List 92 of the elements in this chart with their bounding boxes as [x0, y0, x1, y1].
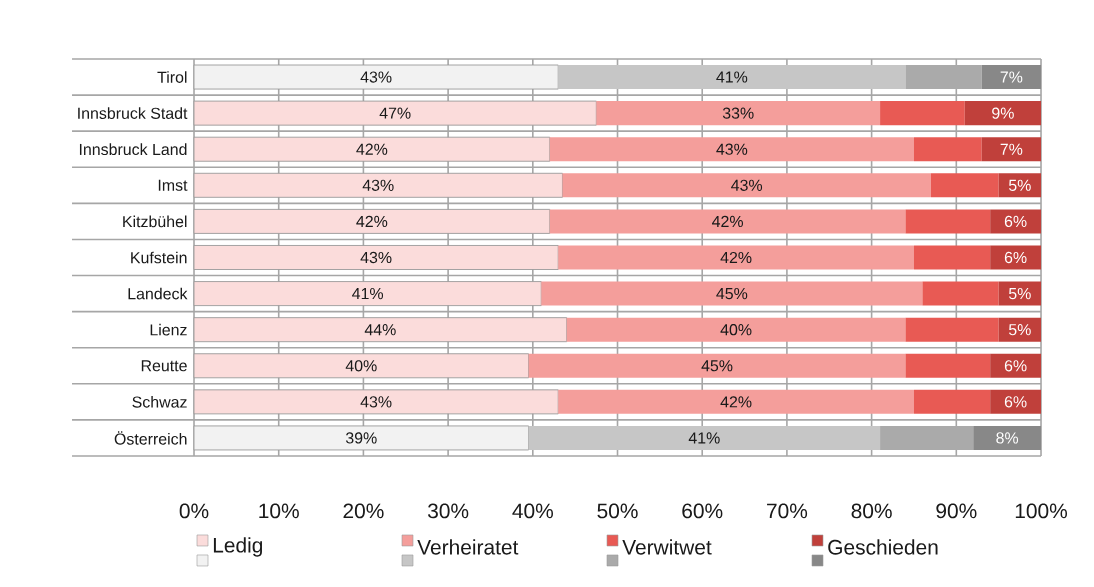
y-tick-label: Innsbruck Land: [79, 143, 187, 156]
bar: [990, 389, 1042, 414]
data-label: 43%: [731, 179, 763, 191]
data-label: 40%: [345, 360, 377, 372]
data-label: 9%: [992, 107, 1014, 119]
bar: [528, 425, 881, 450]
bar: [880, 101, 965, 126]
x-tick-label: 0%: [179, 503, 209, 519]
bar: [905, 353, 991, 378]
bar: [541, 281, 923, 306]
y-tick-label: Lienz: [150, 323, 187, 336]
x-tick-label: 60%: [682, 503, 723, 519]
bar: [998, 173, 1042, 198]
data-label: 43%: [362, 179, 394, 191]
data-label: 7%: [1000, 71, 1023, 83]
bar: [905, 65, 982, 90]
data-label: 41%: [688, 432, 720, 444]
x-tick-label: 100%: [1015, 503, 1068, 519]
data-label: 6%: [1004, 360, 1027, 372]
data-label: 5%: [1008, 324, 1031, 336]
x-tick-label: 70%: [767, 503, 808, 519]
bar: [981, 65, 1042, 90]
legend-label: Verwitwet: [622, 539, 712, 555]
y-tick-label: Tirol: [157, 71, 187, 83]
data-label: 7%: [1000, 143, 1023, 155]
bar: [913, 389, 991, 414]
data-label: 45%: [701, 360, 733, 372]
bar: [998, 317, 1042, 342]
data-label: 5%: [1008, 287, 1031, 300]
data-label: 42%: [712, 215, 743, 228]
data-label: 41%: [352, 288, 384, 300]
data-label: 42%: [356, 143, 388, 155]
data-label: 6%: [1004, 396, 1027, 408]
bar: [913, 137, 982, 162]
bar: [990, 209, 1042, 234]
data-label: 39%: [345, 432, 377, 444]
y-tick-label: Kitzbühel: [123, 215, 187, 228]
x-tick-label: 40%: [512, 503, 553, 519]
data-label: 41%: [716, 71, 748, 83]
legend-label: Verheiratet: [417, 539, 519, 555]
bar: [973, 425, 1042, 450]
data-label: 5%: [1008, 179, 1031, 191]
bar: [905, 209, 991, 234]
data-label: 40%: [720, 324, 752, 336]
y-tick-label: Schwaz: [132, 396, 187, 408]
bar: [562, 173, 931, 198]
bar: [558, 65, 906, 90]
data-label: 43%: [360, 71, 392, 83]
data-label: 47%: [379, 107, 411, 119]
bar: [990, 353, 1042, 378]
data-label: 33%: [722, 107, 754, 119]
data-label: 43%: [716, 143, 748, 155]
legend-label: Ledig: [213, 537, 263, 557]
data-label: 43%: [360, 396, 392, 408]
x-tick-label: 80%: [851, 503, 892, 519]
y-tick-label: Imst: [158, 179, 188, 191]
bar: [930, 173, 999, 198]
y-tick-label: Landeck: [128, 287, 188, 300]
x-tick-label: 90%: [936, 503, 977, 519]
x-tick-label: 10%: [259, 503, 299, 519]
y-tick-label: Kufstein: [131, 251, 187, 264]
data-label: 8%: [996, 432, 1019, 444]
data-label: 6%: [1004, 215, 1027, 228]
bar: [566, 317, 906, 342]
x-tick-label: 50%: [597, 503, 638, 519]
bar: [880, 425, 974, 450]
bar: [990, 245, 1042, 270]
y-tick-label: Reutte: [141, 360, 187, 372]
bar: [905, 317, 999, 342]
bar: [558, 389, 914, 414]
data-label: 45%: [716, 287, 748, 300]
data-label: 6%: [1004, 251, 1027, 264]
data-label: 42%: [356, 215, 388, 228]
data-label: 42%: [720, 396, 752, 408]
bar: [981, 137, 1042, 162]
bar: [596, 101, 881, 126]
bar: [549, 209, 906, 234]
y-tick-label: Innsbruck Stadt: [78, 107, 188, 119]
bar: [922, 281, 999, 306]
y-tick-label: Österreich: [114, 431, 187, 445]
x-tick-label: 30%: [427, 503, 469, 519]
data-label: 43%: [360, 251, 392, 264]
bar: [964, 101, 1042, 126]
data-label: 42%: [720, 251, 752, 264]
bar: [528, 353, 906, 378]
data-label: 44%: [364, 324, 396, 336]
bar: [558, 245, 914, 270]
x-tick-label: 20%: [343, 503, 384, 519]
legend-label: Geschieden: [828, 539, 938, 555]
bar: [998, 281, 1042, 306]
bar: [549, 137, 914, 162]
bar: [913, 245, 991, 270]
